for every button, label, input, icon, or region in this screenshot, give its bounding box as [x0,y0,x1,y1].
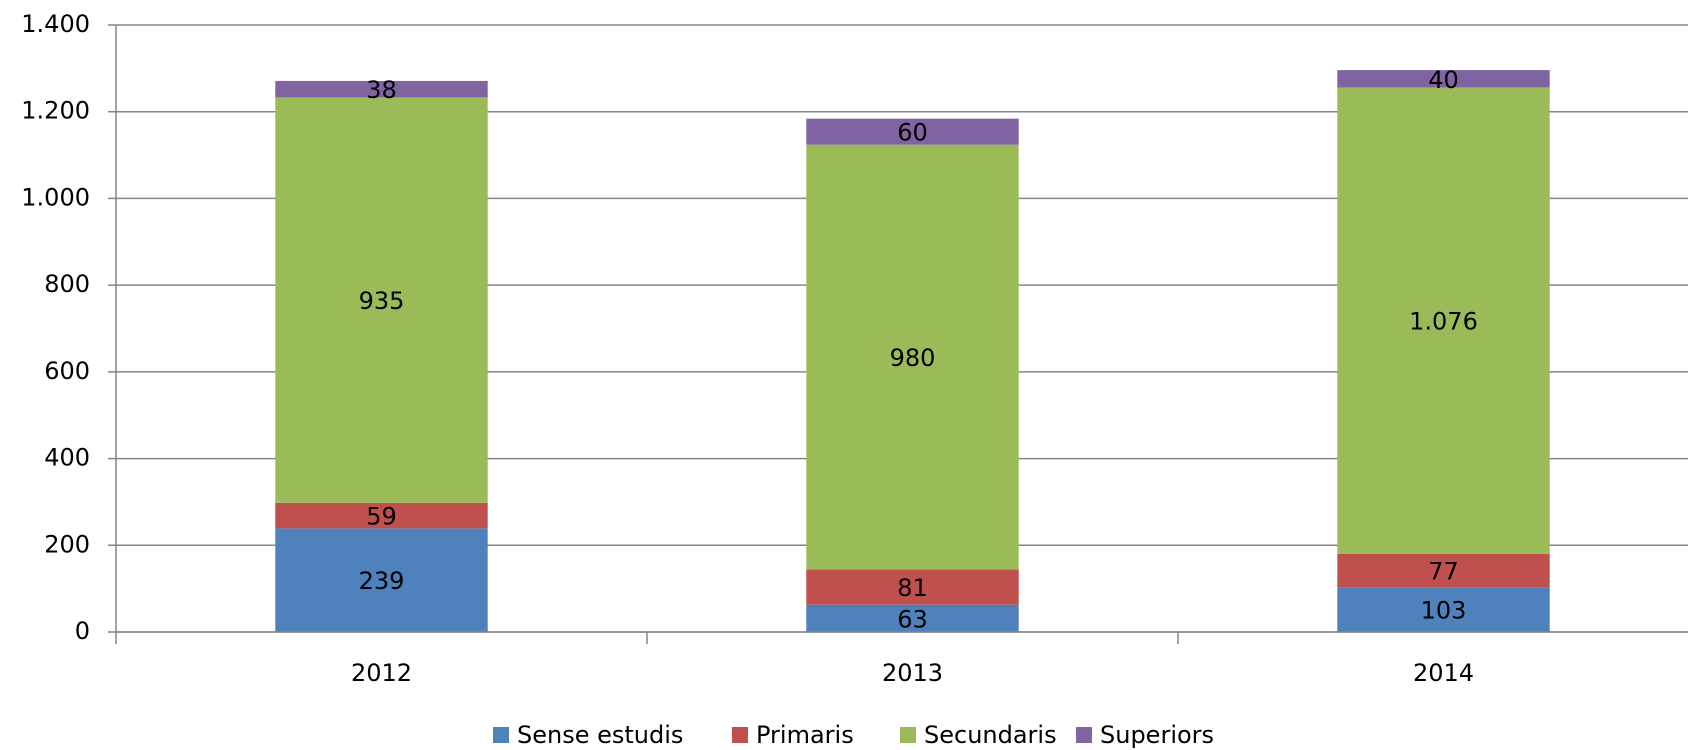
data-label: 980 [890,344,936,372]
bar-segment [806,118,1019,145]
data-label: 38 [366,76,397,104]
x-tick-label: 2013 [882,659,943,687]
bar-segment [1337,87,1550,554]
legend-swatch [900,727,916,743]
bar-segment [275,80,488,98]
bar-segment [275,97,488,503]
legend-swatch [1076,727,1092,743]
y-tick-label: 800 [44,270,90,298]
data-label: 63 [897,605,928,633]
data-label: 60 [897,119,928,147]
y-tick-label: 1.400 [21,10,90,38]
data-label: 239 [359,567,405,595]
legend-label: Secundaris [924,721,1057,749]
y-tick-label: 1.200 [21,97,90,125]
y-tick-label: 400 [44,444,90,472]
bar-segment [275,528,488,632]
bar-segment [1337,553,1550,588]
bar-segment [806,144,1019,570]
bar-segment [806,604,1019,632]
bar-segment [275,502,488,529]
y-tick-label: 200 [44,530,90,558]
data-label: 103 [1421,597,1467,625]
legend-label: Sense estudis [517,721,683,749]
y-tick-label: 1.000 [21,183,90,211]
data-label: 59 [366,503,397,531]
data-label: 77 [1428,558,1459,586]
legend-swatch [493,727,509,743]
legend-label: Primaris [756,721,854,749]
y-tick-label: 0 [75,617,90,645]
data-label: 40 [1428,66,1459,94]
y-tick-label: 600 [44,357,90,385]
bar-segment [1337,587,1550,632]
x-tick-label: 2012 [351,659,412,687]
data-label: 1.076 [1409,308,1478,336]
data-label: 81 [897,574,928,602]
data-label: 935 [359,287,405,315]
bar-segment [806,569,1019,605]
legend-label: Superiors [1100,721,1214,749]
x-tick-label: 2014 [1413,659,1474,687]
legend-swatch [732,727,748,743]
bar-segment [1337,70,1550,88]
